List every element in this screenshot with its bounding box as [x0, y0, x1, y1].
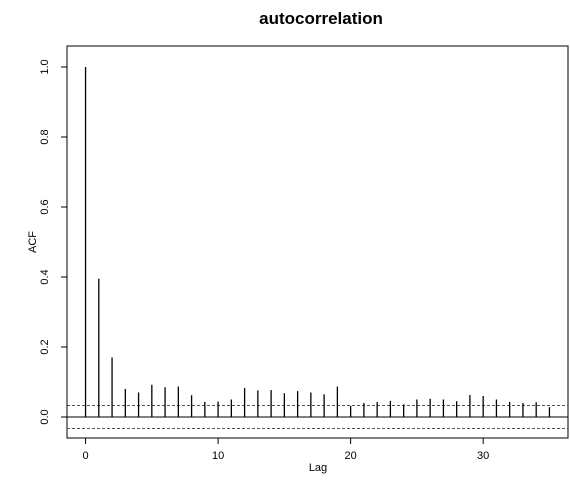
- x-tick-label: 30: [477, 450, 489, 462]
- x-tick-label: 10: [212, 450, 224, 462]
- y-tick-label: 0.2: [39, 339, 51, 354]
- y-tick-label: 0.6: [39, 199, 51, 214]
- y-tick-label: 1.0: [39, 59, 51, 74]
- y-tick-label: 0.4: [39, 269, 51, 284]
- x-axis: 0 10 20 30: [82, 437, 489, 462]
- x-axis-label: Lag: [309, 462, 327, 474]
- confidence-bounds: [67, 404, 568, 430]
- acf-bars: [84, 67, 551, 417]
- plot-frame: [66, 45, 569, 439]
- y-axis: 0.0 0.2 0.4 0.6 0.8 1.0: [39, 59, 68, 425]
- y-axis-label: ACF: [27, 231, 39, 253]
- x-tick-label: 0: [82, 450, 88, 462]
- x-tick-label: 20: [345, 450, 357, 462]
- y-tick-label: 0.0: [39, 409, 51, 424]
- y-tick-label: 0.8: [39, 129, 51, 144]
- chart-title: autocorrelation: [259, 9, 383, 28]
